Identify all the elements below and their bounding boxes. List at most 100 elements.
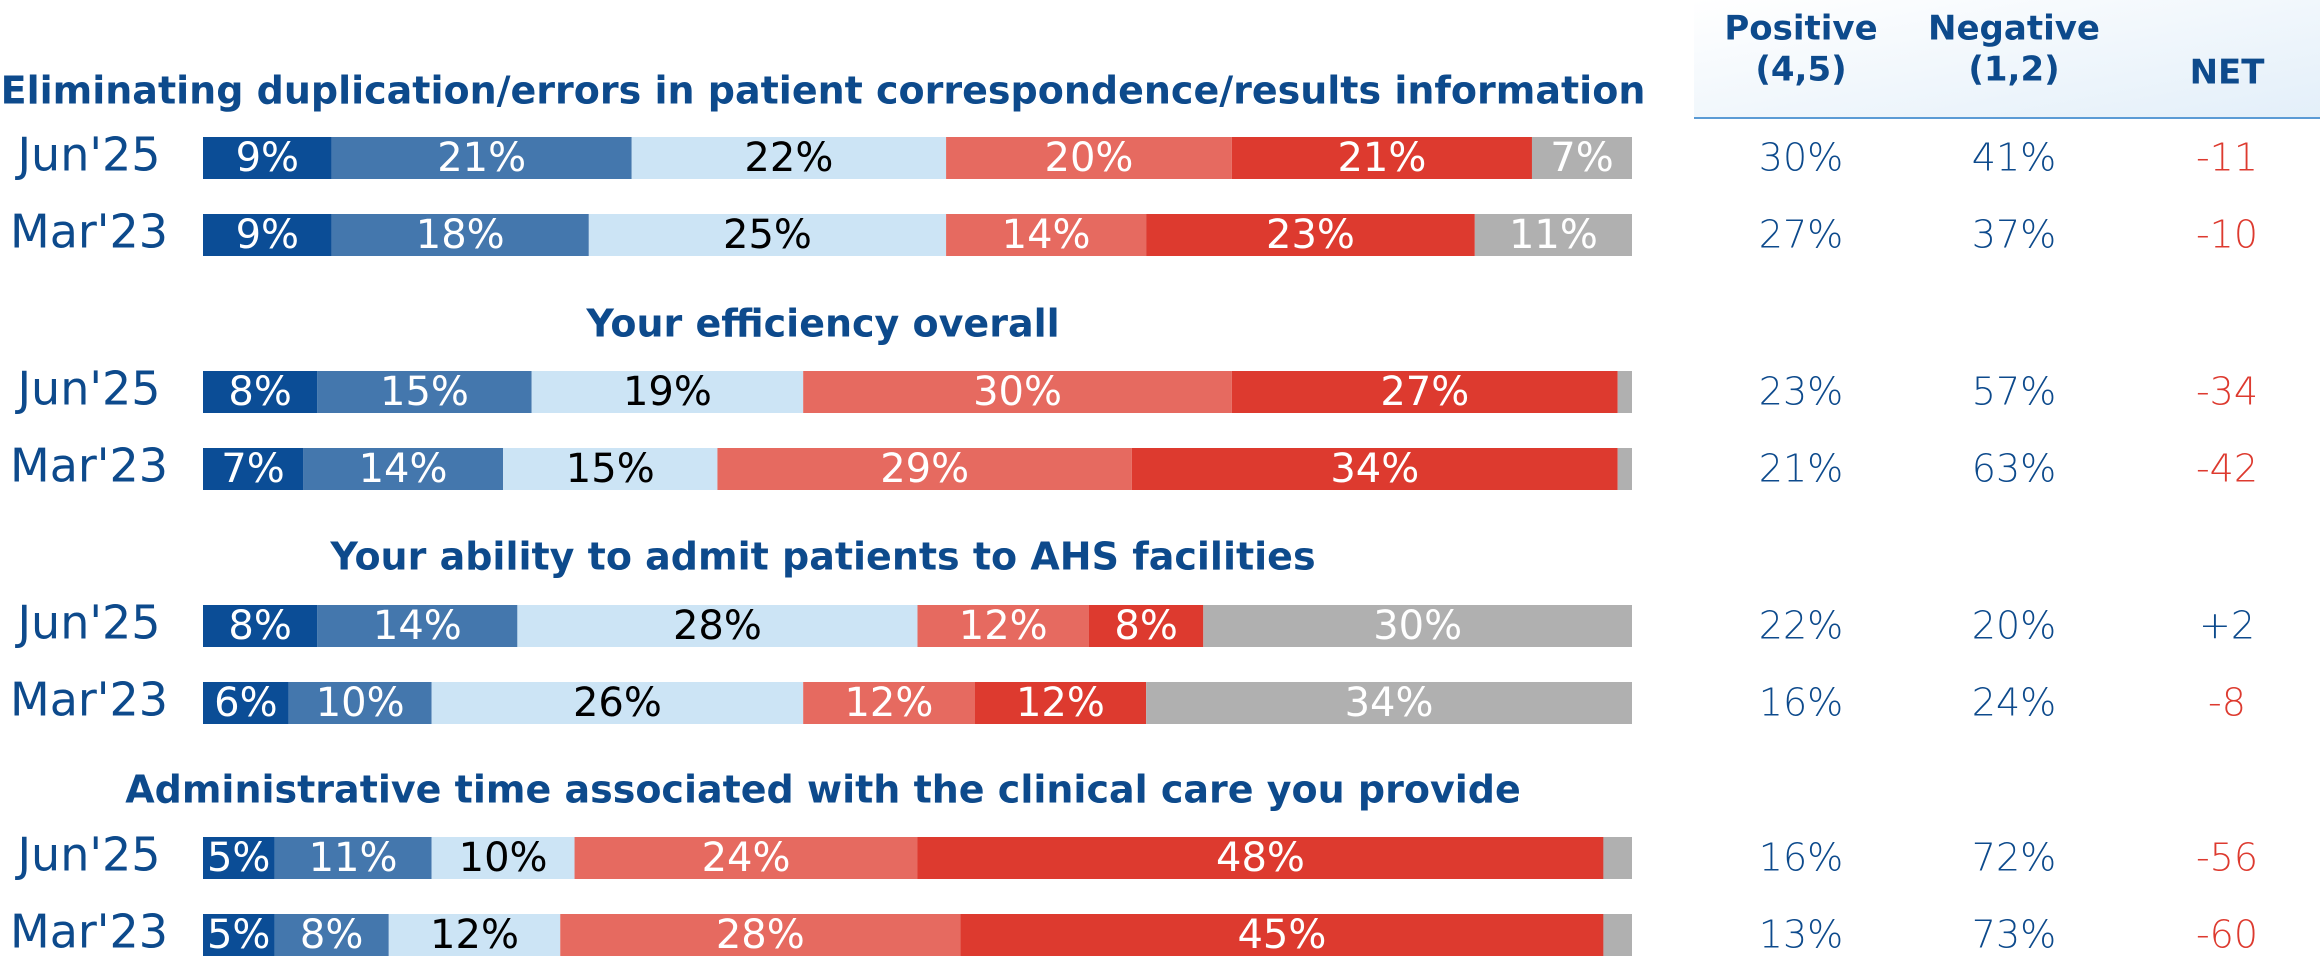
bar-segment bbox=[288, 682, 432, 724]
value-label: 14% bbox=[1002, 212, 1091, 258]
value-label: 12% bbox=[1016, 680, 1105, 726]
column-header: Negative bbox=[1928, 9, 2100, 49]
chart-title: Administrative time associated with the … bbox=[125, 768, 1521, 812]
bar-segment bbox=[203, 605, 318, 647]
value-label: 34% bbox=[1330, 446, 1419, 492]
chart-title: Your ability to admit patients to AHS fa… bbox=[329, 535, 1315, 579]
bar-segment bbox=[560, 914, 961, 956]
value-label: 29% bbox=[880, 446, 969, 492]
value-label: 18% bbox=[416, 212, 505, 258]
value-label: 14% bbox=[359, 446, 448, 492]
bar-segment bbox=[917, 837, 1604, 879]
table-cell: 27% bbox=[1759, 213, 1843, 257]
value-label: 15% bbox=[566, 446, 655, 492]
bar-segment bbox=[1603, 837, 1632, 879]
category-label: Mar'23 bbox=[10, 673, 168, 727]
bar-segment bbox=[203, 837, 275, 879]
table-cell: 63% bbox=[1972, 447, 2056, 491]
bar-segment bbox=[303, 448, 504, 490]
bar-segment bbox=[717, 448, 1132, 490]
column-header: NET bbox=[2190, 53, 2266, 93]
table-cell: +2 bbox=[2199, 604, 2255, 648]
value-label: 8% bbox=[228, 603, 291, 649]
table-cell: -34 bbox=[2196, 370, 2258, 414]
bar-segment bbox=[388, 914, 561, 956]
bar-segment bbox=[431, 682, 804, 724]
value-label: 24% bbox=[702, 835, 791, 881]
bar-segment bbox=[1474, 214, 1632, 256]
bar-segment bbox=[803, 371, 1232, 413]
table-cell: 24% bbox=[1972, 681, 2056, 725]
value-label: 5% bbox=[207, 835, 270, 881]
value-label: 21% bbox=[437, 135, 526, 181]
value-label: 10% bbox=[459, 835, 548, 881]
bar-segment bbox=[203, 682, 289, 724]
bar-segment bbox=[1131, 448, 1618, 490]
value-label: 8% bbox=[300, 912, 363, 956]
table-cell: 41% bbox=[1972, 136, 2056, 180]
table-cell: 37% bbox=[1972, 213, 2056, 257]
table-cell: -10 bbox=[2196, 213, 2258, 257]
table-cell: 30% bbox=[1759, 136, 1843, 180]
bar-segment bbox=[1231, 137, 1532, 179]
value-label: 21% bbox=[1337, 135, 1426, 181]
bar-segment bbox=[946, 137, 1232, 179]
value-label: 34% bbox=[1345, 680, 1434, 726]
category-label: Jun'25 bbox=[14, 128, 160, 182]
value-label: 28% bbox=[673, 603, 762, 649]
category-label: Jun'25 bbox=[14, 596, 160, 650]
value-label: 30% bbox=[973, 369, 1062, 415]
bar-segment bbox=[1231, 371, 1618, 413]
bar-segment bbox=[588, 214, 947, 256]
value-label: 22% bbox=[744, 135, 833, 181]
table-cell: -11 bbox=[2196, 136, 2258, 180]
bar-segment bbox=[203, 914, 275, 956]
value-label: 5% bbox=[207, 912, 270, 956]
bar-segment bbox=[1088, 605, 1204, 647]
value-label: 48% bbox=[1216, 835, 1305, 881]
bar-segment bbox=[1203, 605, 1632, 647]
column-header: (1,2) bbox=[1968, 50, 2059, 90]
bar-segment bbox=[203, 371, 318, 413]
value-label: 9% bbox=[236, 212, 299, 258]
bar-segment bbox=[1617, 448, 1632, 490]
value-label: 7% bbox=[221, 446, 284, 492]
chart-title: Your efficiency overall bbox=[585, 302, 1059, 346]
value-label: 45% bbox=[1237, 912, 1326, 956]
bar-segment bbox=[203, 214, 332, 256]
value-label: 12% bbox=[959, 603, 1048, 649]
bar-segment bbox=[803, 682, 975, 724]
bar-segment bbox=[203, 448, 304, 490]
value-label: 15% bbox=[380, 369, 469, 415]
value-label: 19% bbox=[623, 369, 712, 415]
bar-segment bbox=[946, 214, 1147, 256]
bar-segment bbox=[960, 914, 1604, 956]
table-cell: -42 bbox=[2196, 447, 2258, 491]
value-label: 6% bbox=[214, 680, 277, 726]
bar-segment bbox=[1531, 137, 1632, 179]
header-background bbox=[1694, 0, 2320, 118]
value-label: 25% bbox=[723, 212, 812, 258]
bar-segment bbox=[974, 682, 1147, 724]
table-cell: 13% bbox=[1759, 913, 1843, 956]
value-label: 20% bbox=[1045, 135, 1134, 181]
value-label: 26% bbox=[573, 680, 662, 726]
table-cell: 21% bbox=[1759, 447, 1843, 491]
value-label: 11% bbox=[309, 835, 398, 881]
table-cell: 73% bbox=[1972, 913, 2056, 956]
bar-segment bbox=[1146, 214, 1475, 256]
bar-segment bbox=[503, 448, 718, 490]
bar-segment bbox=[274, 914, 389, 956]
category-label: Mar'23 bbox=[10, 439, 168, 493]
value-label: 12% bbox=[430, 912, 519, 956]
bar-segment bbox=[517, 605, 918, 647]
bar-segment bbox=[1146, 682, 1632, 724]
table-cell: 72% bbox=[1972, 836, 2056, 880]
bar-segment bbox=[917, 605, 1089, 647]
table-cell: 20% bbox=[1972, 604, 2056, 648]
value-label: 27% bbox=[1380, 369, 1469, 415]
bar-segment bbox=[331, 214, 589, 256]
value-label: 7% bbox=[1550, 135, 1613, 181]
value-label: 14% bbox=[373, 603, 462, 649]
